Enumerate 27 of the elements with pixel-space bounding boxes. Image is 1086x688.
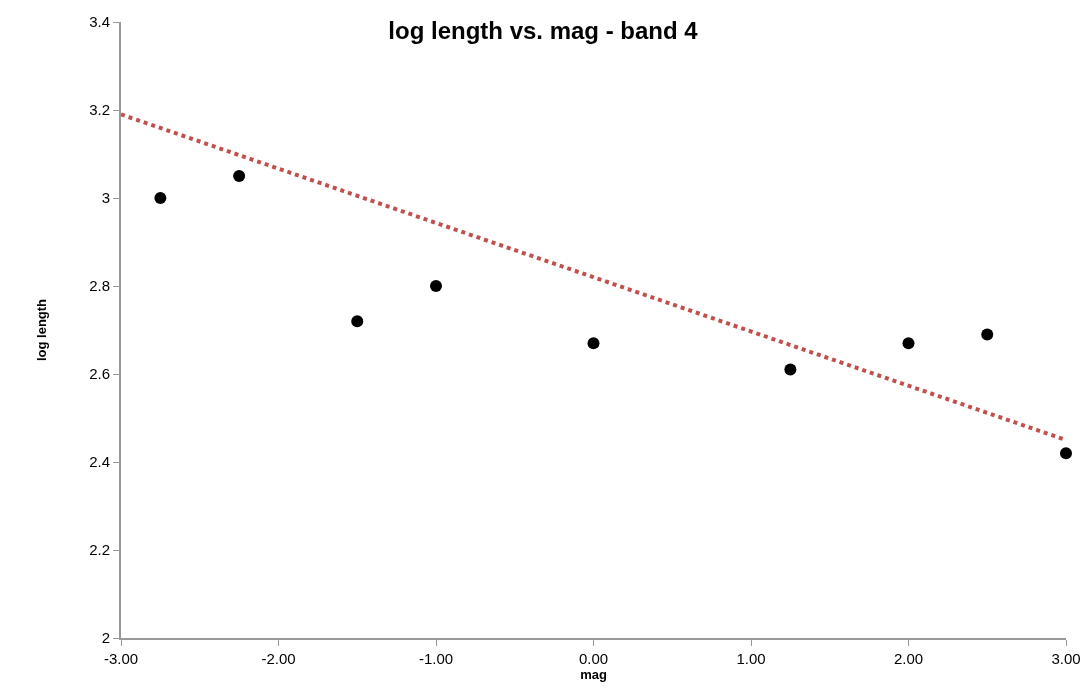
- x-tick-label: 0.00: [578, 650, 609, 667]
- chart-title: log length vs. mag - band 4: [388, 17, 699, 45]
- point: [233, 170, 246, 182]
- point: [784, 363, 797, 376]
- point: [902, 337, 915, 350]
- point: [1060, 447, 1072, 460]
- y-tick-label: 2.2: [89, 541, 110, 559]
- y-tick-label: 2.8: [89, 277, 110, 295]
- y-tick-label: 3.4: [89, 13, 110, 31]
- point: [430, 280, 442, 292]
- point: [981, 328, 994, 341]
- point: [154, 192, 167, 204]
- x-tick-label: 2.00: [893, 650, 924, 667]
- y-tick-label: 2: [101, 629, 110, 647]
- point: [587, 337, 600, 350]
- x-tick-label: -1.00: [418, 650, 454, 667]
- x-tick-label: -3.00: [103, 650, 139, 667]
- x-tick-label: 1.00: [736, 650, 766, 667]
- x-tick-label: 3.00: [1051, 650, 1081, 667]
- x-tick-label: -2.00: [261, 650, 296, 667]
- y-tick-label: 2.6: [89, 365, 110, 383]
- y-tick-label: 3.2: [89, 101, 110, 119]
- y-axis-title: log length: [33, 298, 49, 362]
- point: [351, 315, 364, 328]
- y-tick-label: 3: [101, 189, 110, 207]
- x-axis-title: mag: [580, 667, 607, 682]
- y-tick-label: 2.4: [89, 453, 110, 471]
